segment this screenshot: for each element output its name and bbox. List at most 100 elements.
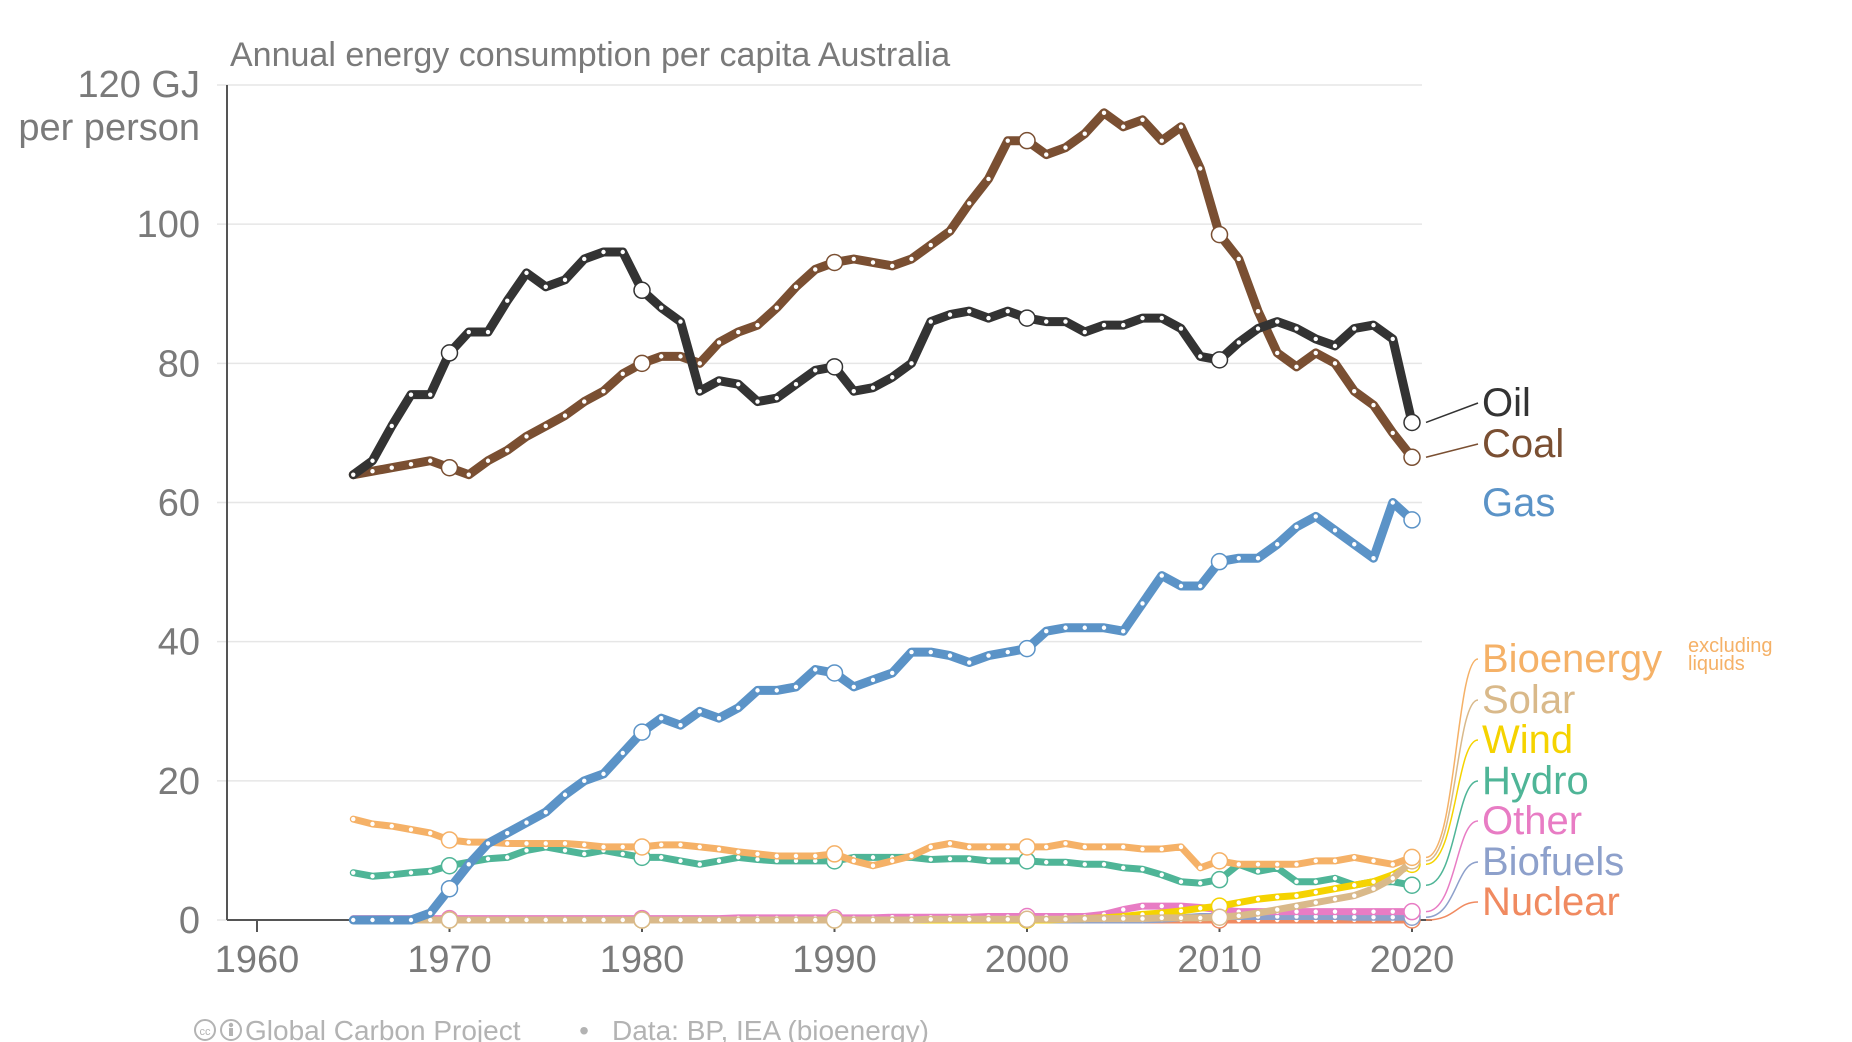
data-point-solar xyxy=(1352,893,1357,898)
data-point-bioenergy xyxy=(1255,862,1261,867)
data-point-bioenergy xyxy=(697,844,702,850)
data-point-coal xyxy=(909,256,914,262)
data-point-hydro xyxy=(485,856,491,861)
data-point-gas xyxy=(1255,555,1261,561)
data-point-coal xyxy=(1018,131,1036,150)
data-point-gas xyxy=(1332,528,1338,533)
data-point-solar xyxy=(601,917,606,923)
data-point-oil xyxy=(1044,319,1049,324)
data-point-coal xyxy=(678,354,683,359)
data-point-bioenergy xyxy=(1178,844,1184,850)
data-point-gas xyxy=(1159,573,1164,578)
y-tick-label: 40 xyxy=(158,622,200,664)
data-point-wind xyxy=(1178,908,1184,914)
data-point-oil xyxy=(1371,322,1376,328)
data-point-coal xyxy=(793,284,799,289)
footer-source: Data: BP, IEA (bioenergy) xyxy=(612,1015,929,1042)
data-point-gas xyxy=(774,688,779,693)
data-point-oil xyxy=(1236,340,1241,345)
data-point-hydro xyxy=(524,848,529,853)
data-point-oil xyxy=(601,249,606,255)
data-point-gas xyxy=(1101,625,1107,630)
data-point-gas xyxy=(678,722,683,728)
data-point-hydro xyxy=(716,858,722,864)
data-point-hydro xyxy=(1294,879,1299,884)
data-point-coal xyxy=(928,242,933,248)
data-point-solar xyxy=(505,917,510,923)
data-point-oil xyxy=(909,361,914,366)
data-point-solar xyxy=(562,917,568,923)
series-line-solar xyxy=(349,857,1416,924)
data-point-solar xyxy=(440,911,459,929)
data-point-oil xyxy=(1178,326,1184,331)
x-tick-label: 1980 xyxy=(600,939,685,981)
data-point-solar xyxy=(678,917,683,923)
data-point-hydro xyxy=(1255,869,1261,874)
data-point-gas xyxy=(928,649,933,655)
data-point-bioenergy xyxy=(562,841,568,846)
data-point-coal xyxy=(716,340,722,345)
data-point-coal xyxy=(1403,448,1421,467)
data-point-oil xyxy=(755,399,760,404)
data-point-solar xyxy=(947,917,953,922)
data-point-gas xyxy=(909,649,914,655)
data-point-gas xyxy=(440,879,459,898)
data-point-oil xyxy=(697,388,702,394)
data-point-coal xyxy=(1390,430,1395,436)
data-point-solar xyxy=(851,917,856,923)
data-point-coal xyxy=(1255,308,1261,314)
data-point-bioenergy xyxy=(736,849,741,855)
data-point-biofuels xyxy=(1275,914,1280,919)
data-point-gas xyxy=(408,917,414,923)
data-point-solar xyxy=(1236,913,1241,919)
data-point-gas xyxy=(1178,583,1184,589)
x-tick-label: 1970 xyxy=(407,939,492,981)
data-point-bioenergy xyxy=(505,841,510,846)
data-point-bioenergy xyxy=(524,841,529,846)
data-point-oil xyxy=(1332,343,1338,349)
data-point-solar xyxy=(1159,915,1164,921)
data-point-oil xyxy=(1140,315,1145,321)
label-leader-bioenergy xyxy=(1425,658,1479,859)
data-point-gas xyxy=(851,684,856,690)
label-leader-other xyxy=(1425,820,1479,913)
data-point-oil xyxy=(851,388,856,394)
data-point-biofuels xyxy=(1332,914,1338,919)
data-point-oil xyxy=(582,256,587,262)
label-leader-wind xyxy=(1425,739,1479,866)
data-point-hydro xyxy=(408,870,414,875)
data-point-solar xyxy=(1018,910,1036,929)
data-point-gas xyxy=(659,716,664,721)
data-point-solar xyxy=(890,917,895,923)
series-bioenergy xyxy=(349,815,1421,872)
data-point-bioenergy xyxy=(813,853,818,859)
data-point-solar xyxy=(1101,916,1107,921)
data-point-gas xyxy=(825,664,844,682)
x-tick-label: 2000 xyxy=(985,939,1070,981)
data-point-hydro xyxy=(1082,862,1087,867)
data-point-coal xyxy=(1159,138,1164,143)
data-point-oil xyxy=(870,385,876,390)
data-point-biofuels xyxy=(1313,914,1318,919)
series-note-bioenergy: excluding xyxy=(1688,635,1773,657)
label-leader-hydro xyxy=(1425,780,1479,886)
data-point-coal xyxy=(485,458,491,463)
data-point-solar xyxy=(825,911,844,929)
data-point-coal xyxy=(1044,152,1049,157)
data-point-gas xyxy=(1403,511,1421,529)
data-point-other xyxy=(1140,903,1145,909)
data-point-coal xyxy=(1178,124,1184,129)
data-point-solar xyxy=(582,917,587,923)
data-point-bioenergy xyxy=(1159,846,1164,852)
data-point-hydro xyxy=(428,869,433,874)
data-point-oil xyxy=(1198,354,1203,359)
data-point-coal xyxy=(1236,256,1241,262)
data-point-other xyxy=(1403,902,1421,921)
footer: cc Global Carbon Project • Data: BP, IEA… xyxy=(194,1015,929,1042)
data-point-bioenergy xyxy=(928,844,933,850)
data-point-hydro xyxy=(736,855,741,860)
data-point-solar xyxy=(928,917,933,922)
data-point-gas xyxy=(793,684,799,690)
data-point-oil xyxy=(1121,322,1126,328)
